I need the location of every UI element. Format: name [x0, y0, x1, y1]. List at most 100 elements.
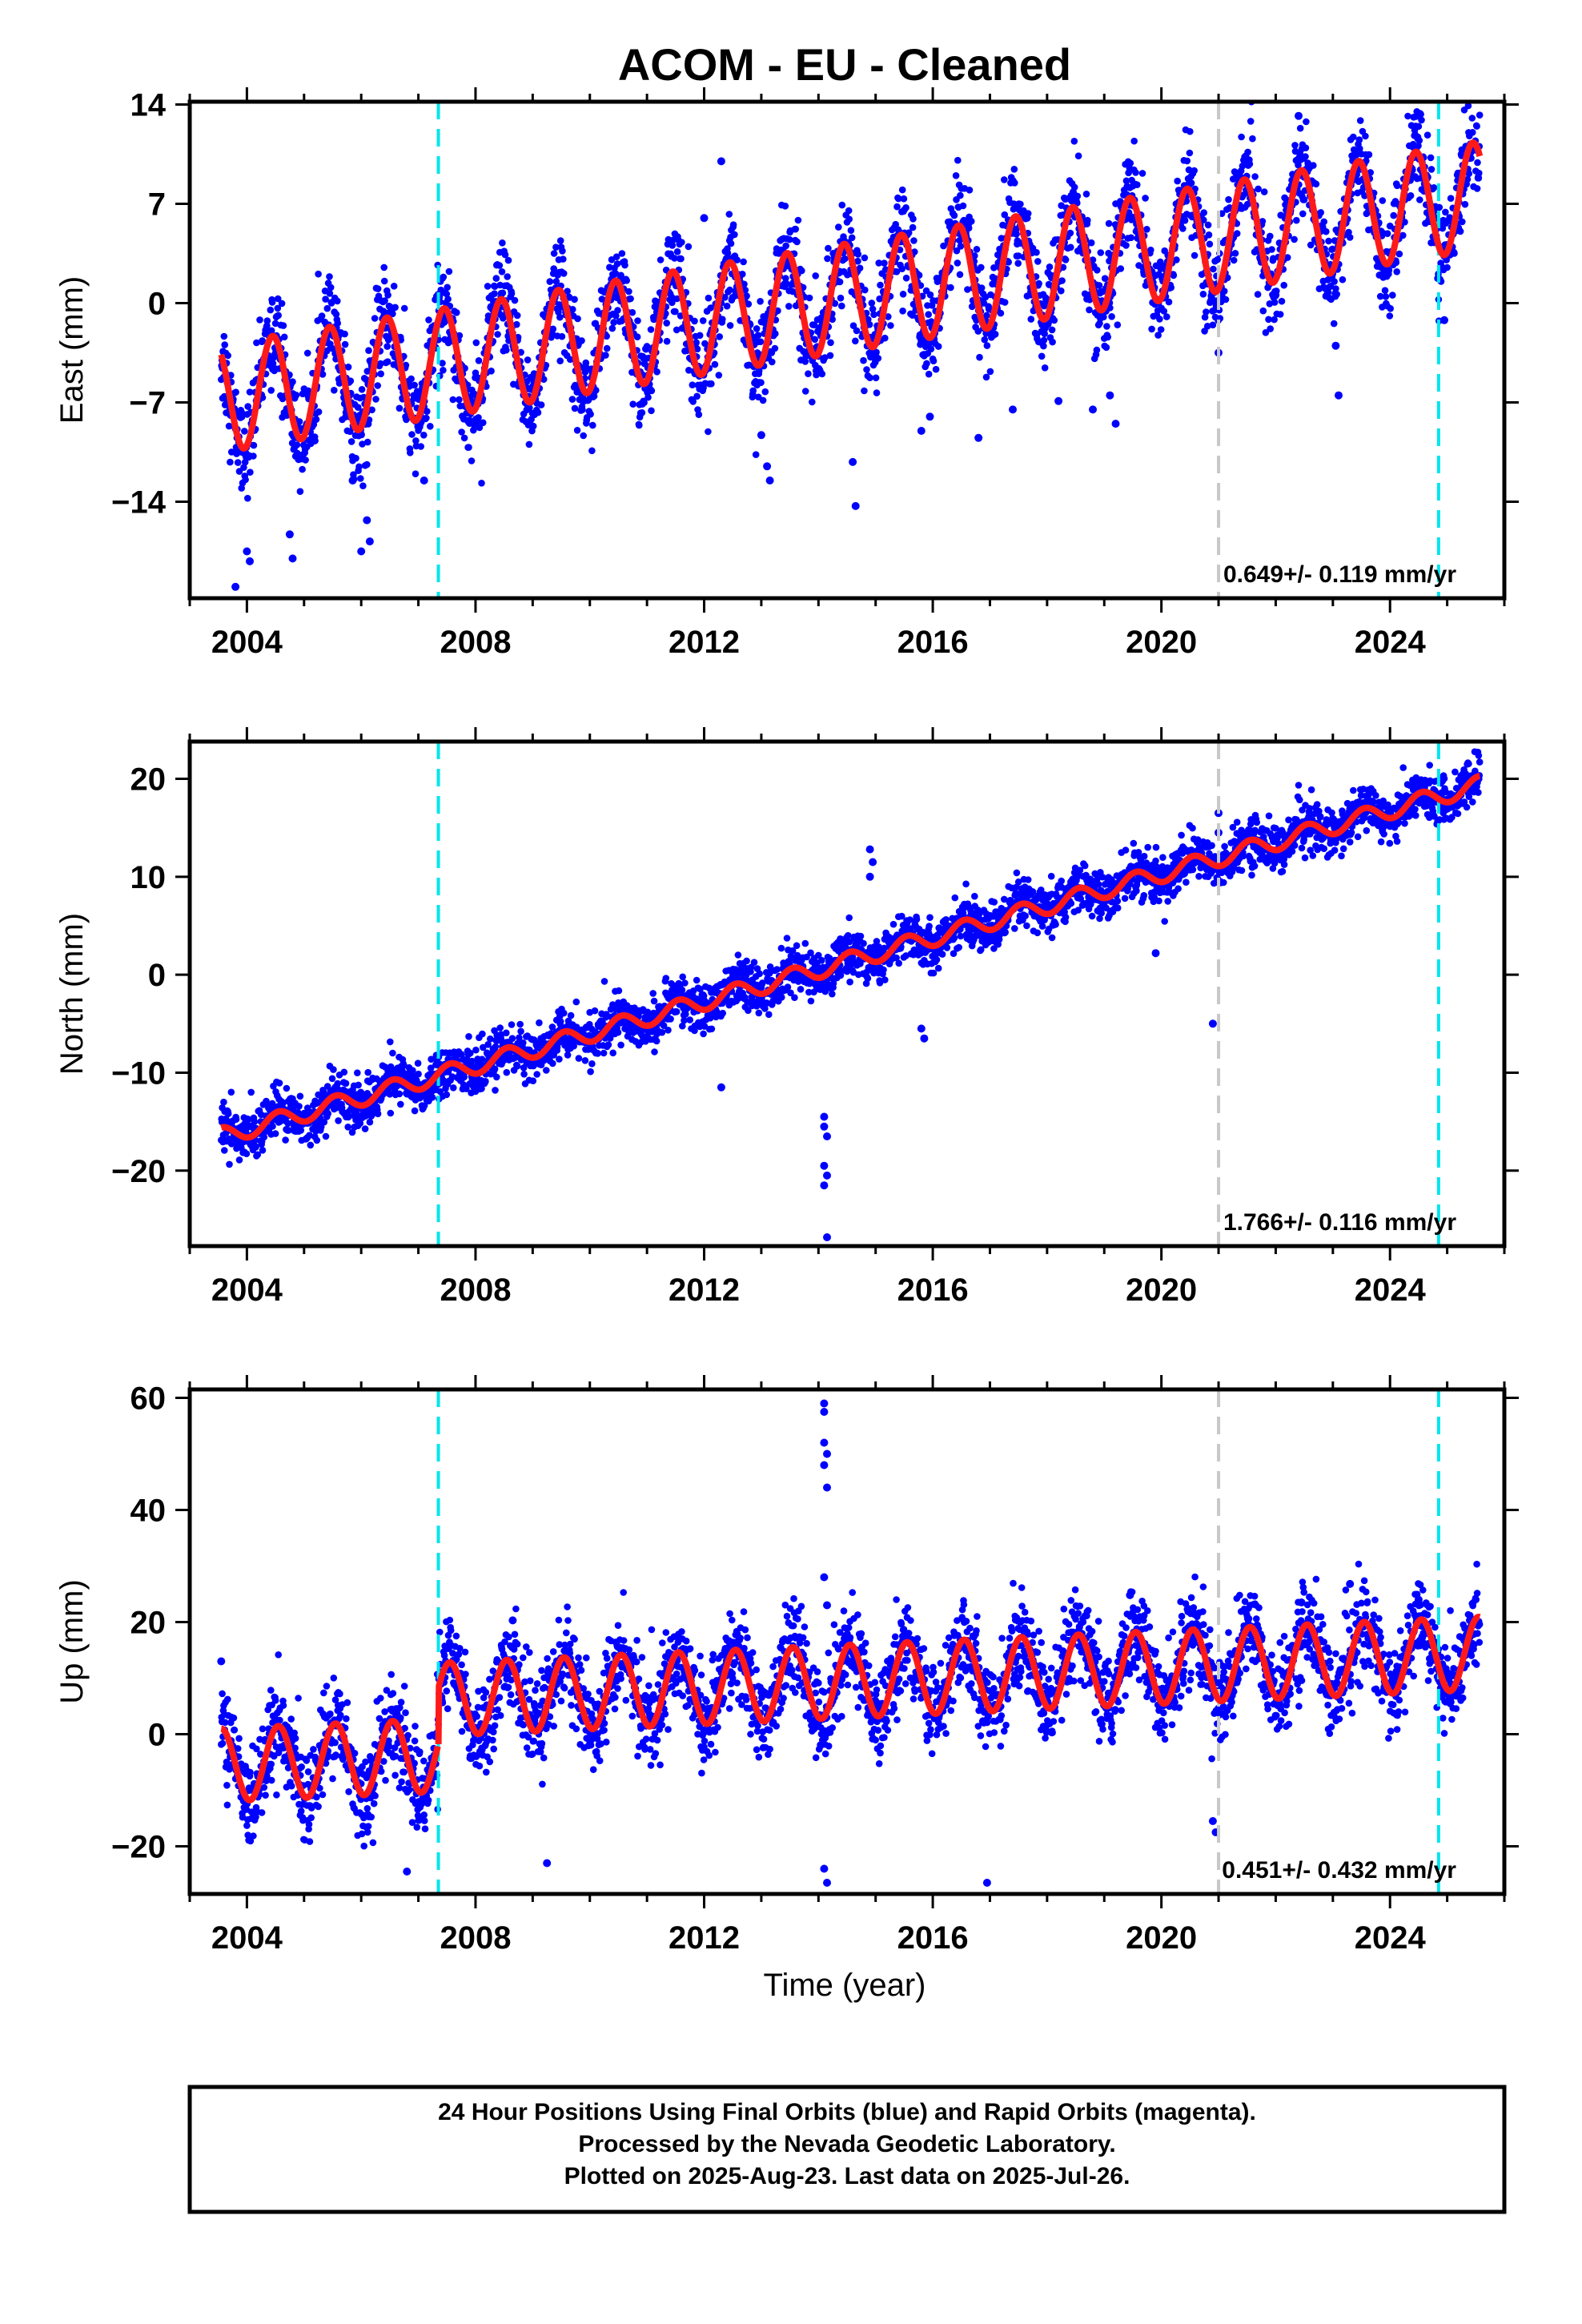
data-point — [232, 388, 239, 396]
data-point — [1024, 210, 1032, 217]
data-point — [341, 340, 349, 348]
data-point — [363, 460, 371, 468]
data-point — [556, 357, 564, 365]
data-point — [618, 250, 626, 257]
data-point — [1247, 118, 1255, 125]
data-point — [440, 273, 448, 281]
data-point — [292, 392, 300, 399]
data-point — [1049, 338, 1056, 346]
data-point — [734, 951, 742, 959]
data-point — [663, 320, 670, 327]
data-point — [892, 220, 899, 228]
data-point — [403, 416, 410, 424]
data-point — [389, 310, 396, 318]
data-point — [1040, 342, 1047, 350]
data-point — [869, 305, 877, 313]
data-point — [733, 256, 741, 263]
data-point — [844, 271, 851, 279]
data-point — [358, 431, 365, 439]
data-point — [347, 428, 354, 436]
data-point — [411, 381, 418, 389]
data-point — [1225, 195, 1232, 203]
data-point — [950, 211, 958, 219]
data-point — [1001, 176, 1008, 183]
data-point — [877, 281, 884, 289]
outlier-point — [757, 431, 765, 440]
data-point — [318, 312, 326, 320]
data-point — [861, 286, 869, 294]
data-point — [765, 1011, 773, 1019]
data-point — [1399, 231, 1407, 239]
data-point — [1312, 180, 1320, 188]
data-point — [1209, 321, 1217, 329]
outlier-point — [849, 457, 857, 466]
data-point — [294, 449, 301, 457]
data-point — [440, 367, 447, 374]
data-point — [283, 1084, 291, 1092]
data-point — [407, 449, 414, 456]
data-point — [328, 1075, 336, 1083]
data-point — [504, 256, 512, 264]
data-point — [575, 1055, 583, 1062]
data-point — [1456, 227, 1464, 235]
data-point — [482, 1078, 489, 1085]
data-point — [757, 298, 764, 305]
data-point — [633, 333, 641, 341]
data-point — [311, 437, 319, 444]
data-point — [1066, 229, 1074, 237]
outlier-point — [231, 582, 240, 591]
data-point — [982, 373, 990, 381]
y-tick-label: −7 — [129, 386, 166, 421]
outlier-point — [363, 516, 371, 525]
data-point — [424, 408, 431, 415]
data-point — [1355, 136, 1363, 143]
data-point — [278, 300, 286, 308]
data-point — [323, 304, 331, 312]
data-point — [484, 283, 492, 290]
data-point — [513, 320, 520, 328]
data-point — [1260, 188, 1268, 195]
data-point — [1105, 219, 1113, 227]
data-point — [250, 441, 258, 449]
data-point — [556, 1018, 564, 1025]
data-point — [849, 322, 857, 330]
data-point — [1346, 234, 1354, 241]
data-point — [588, 1060, 596, 1068]
data-point — [496, 262, 504, 269]
data-point — [1114, 321, 1122, 329]
data-point — [868, 300, 876, 307]
data-point — [400, 304, 408, 312]
data-point — [380, 263, 388, 271]
data-point — [769, 358, 776, 366]
data-point — [492, 1087, 499, 1094]
data-point — [303, 349, 311, 357]
data-point — [899, 308, 906, 315]
data-point — [374, 382, 382, 389]
data-point — [511, 296, 519, 304]
outlier-point — [917, 427, 926, 435]
outlier-point — [851, 501, 860, 510]
data-point — [940, 242, 947, 250]
outlier-point — [1335, 391, 1343, 400]
outlier-point — [763, 462, 772, 471]
data-point — [560, 255, 567, 263]
data-point — [568, 396, 576, 403]
data-point — [480, 419, 487, 427]
data-point — [1379, 197, 1387, 204]
data-point — [470, 426, 477, 434]
data-point — [256, 316, 263, 324]
data-point — [810, 321, 818, 329]
data-point — [355, 1081, 362, 1089]
data-point — [826, 352, 834, 360]
data-point — [537, 401, 545, 408]
data-point — [1442, 208, 1449, 216]
data-point — [662, 975, 670, 982]
data-point — [1291, 142, 1299, 149]
data-point — [711, 360, 719, 368]
data-point — [947, 283, 954, 292]
data-point — [1435, 203, 1443, 211]
data-point — [397, 1100, 404, 1108]
data-point — [335, 380, 343, 387]
data-point — [1353, 74, 1360, 81]
data-point — [246, 388, 254, 396]
